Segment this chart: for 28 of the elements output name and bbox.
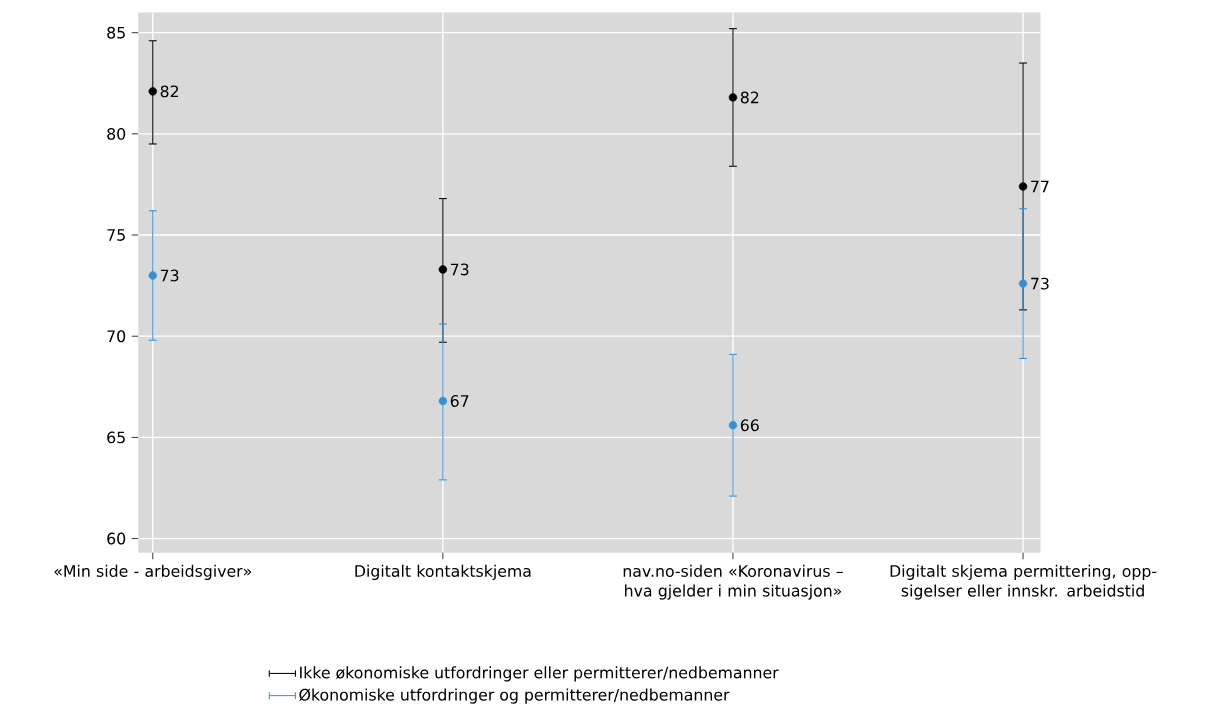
legend-label: Økonomiske utfordringer og permitterer/nedbemanner: [299, 688, 730, 704]
data-label: 73: [1031, 277, 1049, 290]
point: [438, 396, 448, 406]
point: [1018, 279, 1028, 288]
data-label: 73: [160, 269, 179, 282]
x-tick-label: «Min side - arbeidsgiver»: [54, 564, 252, 581]
y-tick-label: 85: [107, 26, 125, 39]
data-label: 67: [450, 395, 469, 407]
data-label: 77: [1031, 180, 1049, 193]
point: [148, 271, 157, 280]
point: [728, 93, 738, 102]
data-label: 73: [450, 263, 469, 276]
x-tick-label: nav.no-siden «Koronavirus – hva gjelder i min situasjon»: [623, 564, 843, 600]
point: [728, 421, 738, 430]
point: [1018, 182, 1028, 191]
y-tick-label: 75: [107, 229, 125, 241]
y-tick-label: 80: [107, 128, 126, 140]
point: [438, 265, 448, 274]
y-tick-label: 70: [107, 330, 126, 343]
data-label: 82: [160, 85, 179, 98]
y-tick-label: 60: [107, 532, 126, 545]
data-label: 66: [740, 419, 759, 432]
data-label: 82: [740, 91, 759, 104]
legend-label: Ikke økonomiske utfordringer eller permitterer/nedbemanner: [300, 666, 779, 682]
y-tick-label: 65: [107, 431, 125, 444]
point: [148, 87, 157, 96]
x-tick-label: Digitalt kontaktskjema: [355, 564, 531, 581]
x-tick-label: Digitalt skjema permittering, opp-sigelser eller innskr. arbeidstid: [890, 564, 1157, 600]
